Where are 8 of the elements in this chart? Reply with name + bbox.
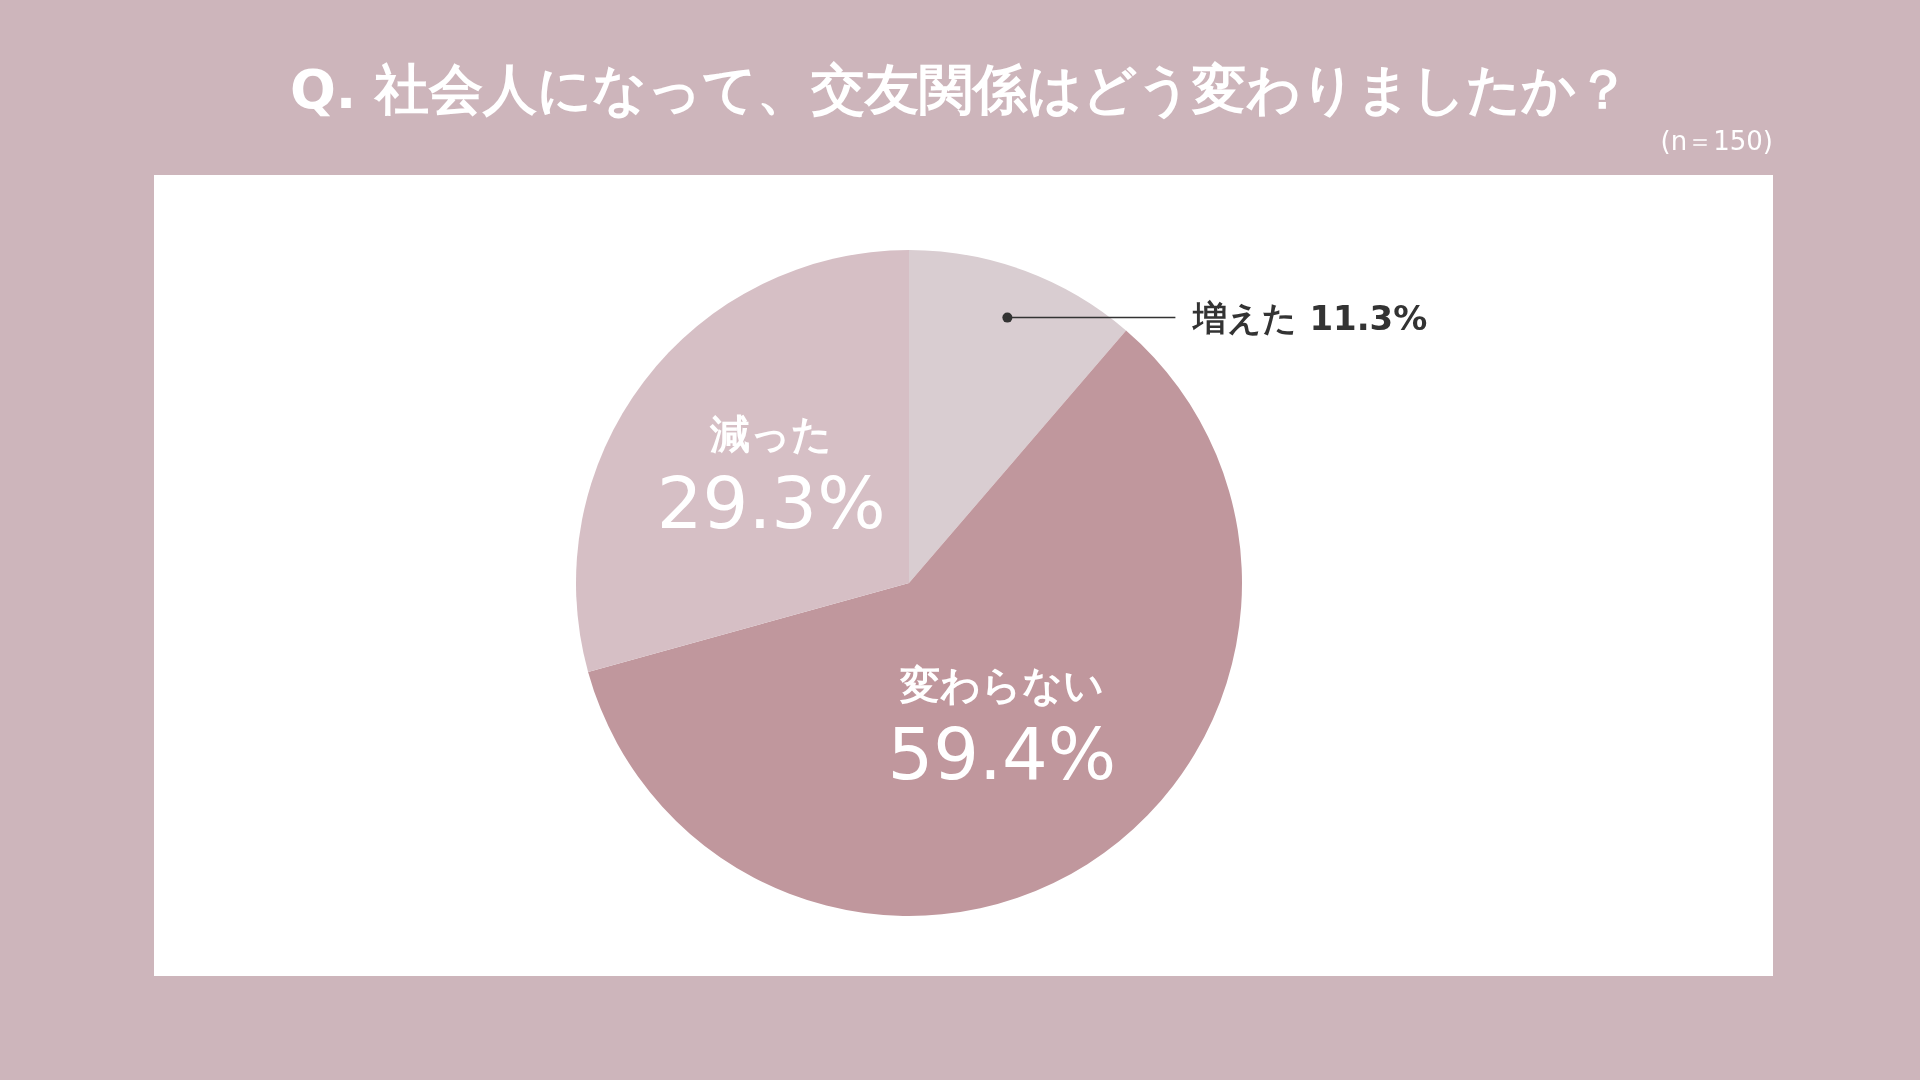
data-label: 29.3% <box>656 461 886 546</box>
data-label: 59.4% <box>887 712 1117 797</box>
chart-title: Q. 社会人になって、交友関係はどう変わりましたか？ <box>289 58 1631 121</box>
text: (n＝150) <box>1660 126 1773 156</box>
data-label: 11.3% <box>1309 297 1428 338</box>
slice-label: 増えた <box>1191 297 1298 338</box>
slice-label: 減った <box>709 411 833 458</box>
slice-label: 変わらない <box>898 662 1104 709</box>
